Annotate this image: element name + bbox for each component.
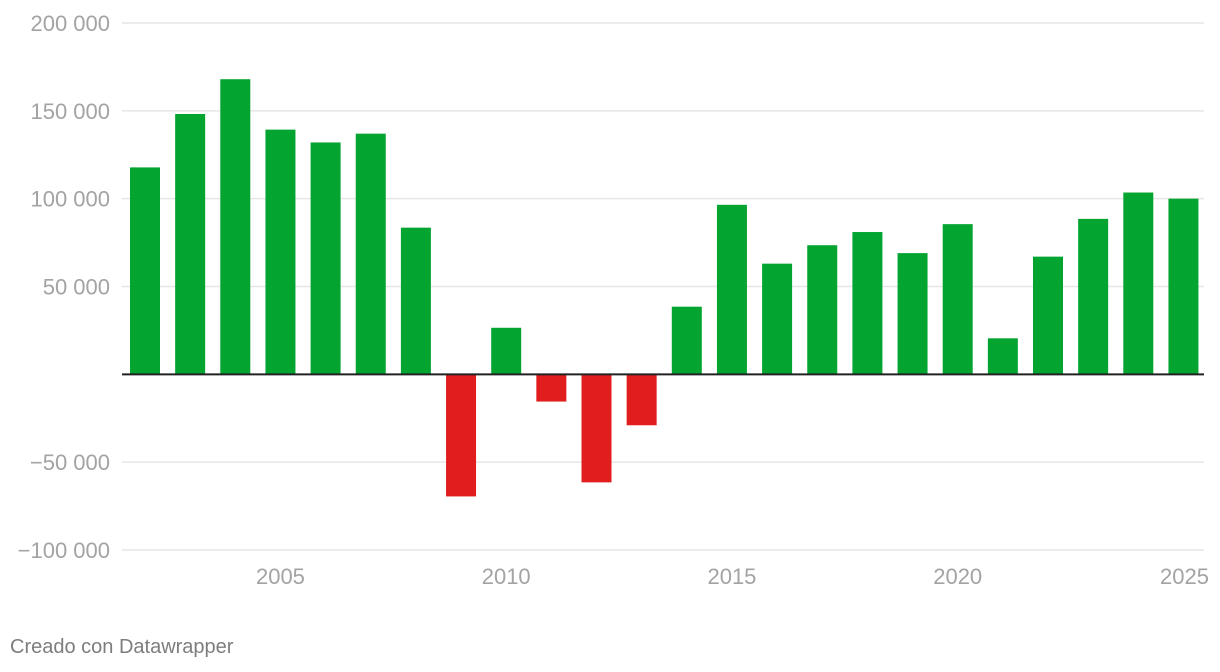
bar-2019 <box>897 253 928 375</box>
y-tick-label: 150 000 <box>30 99 110 124</box>
bar-2020 <box>942 224 973 375</box>
bar-2013 <box>626 374 657 426</box>
bar-2010 <box>491 327 522 375</box>
credit-text: Creado con Datawrapper <box>10 636 234 658</box>
y-tick-label: 100 000 <box>30 187 110 212</box>
y-tick-label: −50 000 <box>30 450 110 475</box>
bar-2016 <box>762 263 793 375</box>
bar-2003 <box>175 114 206 375</box>
bar-2022 <box>1033 256 1063 375</box>
bar-2025 <box>1168 198 1199 375</box>
bar-2018 <box>852 232 883 375</box>
bar-2005 <box>265 129 296 375</box>
bar-2004 <box>220 79 251 375</box>
bar-2007 <box>355 133 386 375</box>
bar-2015 <box>716 204 747 375</box>
y-tick-label: 50 000 <box>43 275 110 300</box>
bar-2011 <box>536 374 567 402</box>
bar-2024 <box>1123 192 1154 375</box>
y-tick-label: −100 000 <box>18 538 110 563</box>
bars <box>130 79 1199 497</box>
x-axis-labels: 2005 2010 2015 2020 2025 <box>256 564 1209 589</box>
bar-2023 <box>1078 218 1109 375</box>
x-tick-label: 2010 <box>482 564 531 589</box>
bar-2021 <box>987 338 1018 375</box>
bar-2008 <box>400 227 431 375</box>
y-axis-labels: 200 000 150 000 100 000 50 000 −50 000 −100 0… <box>18 11 110 563</box>
gridlines <box>122 22 1204 551</box>
bar-2014 <box>671 306 702 375</box>
x-tick-label: 2025 <box>1160 564 1209 589</box>
y-tick-label: 200 000 <box>30 11 110 36</box>
x-tick-label: 2005 <box>256 564 305 589</box>
bar-2006 <box>310 142 341 375</box>
bar-chart: 200 000 150 000 100 000 50 000 −50 000 −100 0… <box>18 11 1209 589</box>
bar-2012 <box>581 374 612 483</box>
x-tick-label: 2020 <box>933 564 982 589</box>
bar-2002 <box>130 167 160 375</box>
bar-2009 <box>446 374 477 497</box>
x-tick-label: 2015 <box>707 564 756 589</box>
bar-2017 <box>807 245 838 375</box>
